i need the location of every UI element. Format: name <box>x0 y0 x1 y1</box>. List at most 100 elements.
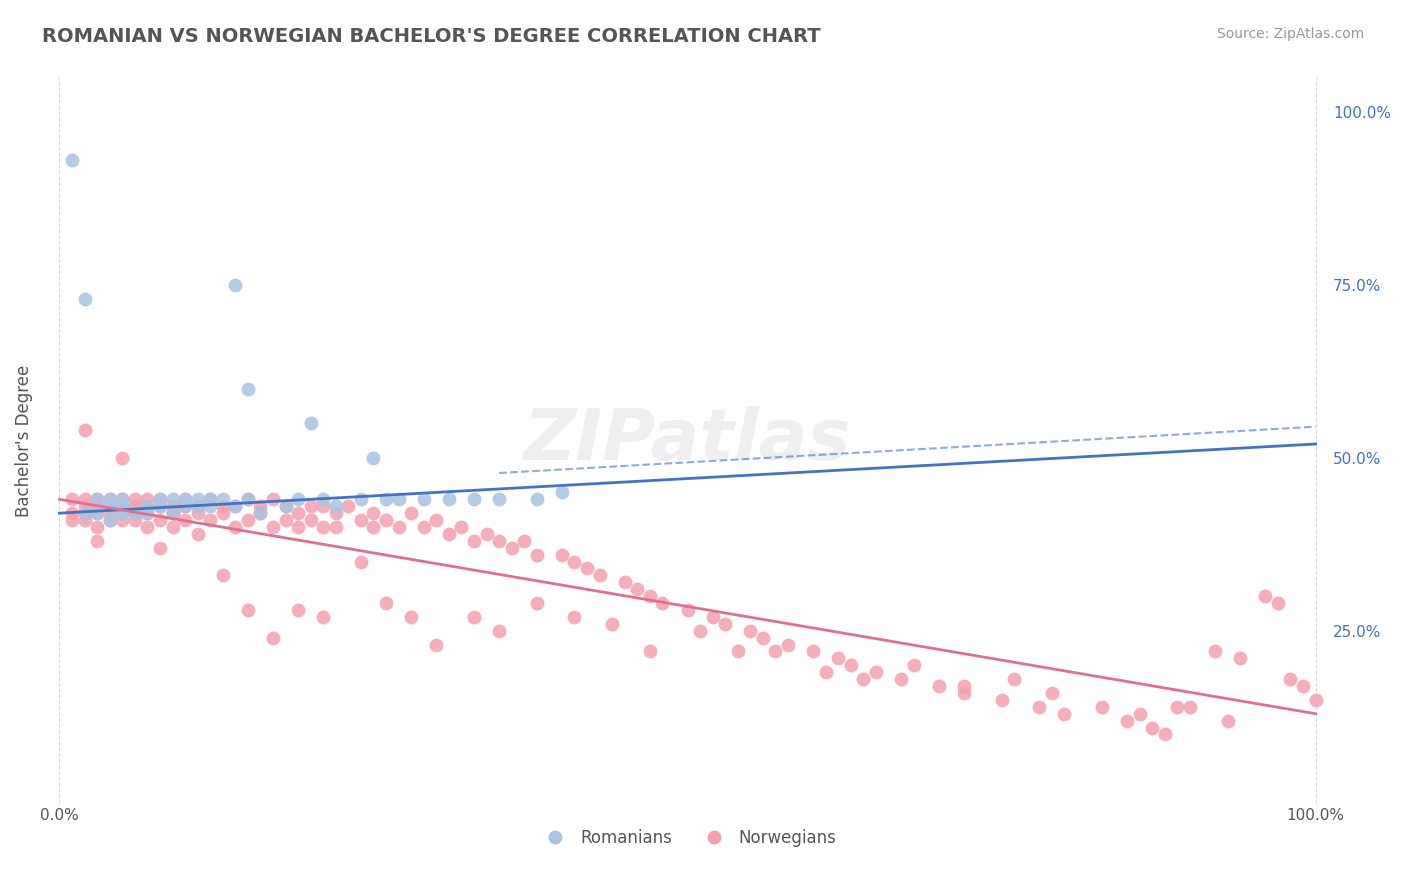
Norwegians <box>312 500 335 514</box>
Romanians <box>98 500 121 514</box>
Norwegians <box>236 492 259 507</box>
Norwegians <box>287 520 309 534</box>
Romanians <box>299 416 322 430</box>
Norwegians <box>412 520 434 534</box>
Norwegians <box>1166 699 1188 714</box>
Norwegians <box>1028 699 1050 714</box>
Norwegians <box>1153 727 1175 741</box>
Romanians <box>551 485 574 500</box>
Norwegians <box>73 423 96 437</box>
Norwegians <box>1229 651 1251 665</box>
Norwegians <box>73 492 96 507</box>
Norwegians <box>325 520 347 534</box>
Norwegians <box>890 672 912 686</box>
Romanians <box>236 492 259 507</box>
Norwegians <box>174 500 197 514</box>
Norwegians <box>149 541 172 555</box>
Norwegians <box>928 679 950 693</box>
Text: ROMANIAN VS NORWEGIAN BACHELOR'S DEGREE CORRELATION CHART: ROMANIAN VS NORWEGIAN BACHELOR'S DEGREE … <box>42 27 821 45</box>
Text: Source: ZipAtlas.com: Source: ZipAtlas.com <box>1216 27 1364 41</box>
Norwegians <box>526 596 548 610</box>
Norwegians <box>651 596 673 610</box>
Norwegians <box>136 506 159 520</box>
Norwegians <box>198 513 221 527</box>
Romanians <box>86 506 108 520</box>
Norwegians <box>1204 644 1226 658</box>
Norwegians <box>262 492 284 507</box>
Norwegians <box>776 638 799 652</box>
Romanians <box>412 492 434 507</box>
Norwegians <box>638 589 661 603</box>
Norwegians <box>287 506 309 520</box>
Romanians <box>224 500 246 514</box>
Romanians <box>187 492 209 507</box>
Norwegians <box>162 506 184 520</box>
Romanians <box>224 277 246 292</box>
Norwegians <box>425 513 447 527</box>
Norwegians <box>136 492 159 507</box>
Norwegians <box>224 500 246 514</box>
Norwegians <box>149 500 172 514</box>
Norwegians <box>86 492 108 507</box>
Norwegians <box>312 520 335 534</box>
Norwegians <box>111 492 134 507</box>
Norwegians <box>564 610 586 624</box>
Romanians <box>388 492 411 507</box>
Romanians <box>111 500 134 514</box>
Norwegians <box>124 492 146 507</box>
Norwegians <box>136 520 159 534</box>
Norwegians <box>1292 679 1315 693</box>
Romanians <box>86 492 108 507</box>
Romanians <box>136 506 159 520</box>
Norwegians <box>375 596 398 610</box>
Romanians <box>124 506 146 520</box>
Norwegians <box>626 582 648 597</box>
Norwegians <box>425 638 447 652</box>
Romanians <box>149 500 172 514</box>
Norwegians <box>111 450 134 465</box>
Romanians <box>249 506 271 520</box>
Romanians <box>211 492 233 507</box>
Romanians <box>187 500 209 514</box>
Norwegians <box>953 686 976 700</box>
Norwegians <box>211 500 233 514</box>
Romanians <box>111 492 134 507</box>
Norwegians <box>1116 714 1139 728</box>
Norwegians <box>765 644 787 658</box>
Romanians <box>325 500 347 514</box>
Norwegians <box>1142 721 1164 735</box>
Norwegians <box>287 603 309 617</box>
Norwegians <box>162 520 184 534</box>
Norwegians <box>187 527 209 541</box>
Norwegians <box>299 500 322 514</box>
Romanians <box>236 382 259 396</box>
Romanians <box>198 500 221 514</box>
Norwegians <box>312 610 335 624</box>
Romanians <box>437 492 460 507</box>
Norwegians <box>375 513 398 527</box>
Norwegians <box>488 624 510 638</box>
Romanians <box>526 492 548 507</box>
Norwegians <box>513 533 536 548</box>
Norwegians <box>600 616 623 631</box>
Norwegians <box>1267 596 1289 610</box>
Romanians <box>375 492 398 507</box>
Romanians <box>136 500 159 514</box>
Norwegians <box>111 500 134 514</box>
Norwegians <box>274 500 297 514</box>
Norwegians <box>463 533 485 548</box>
Norwegians <box>73 513 96 527</box>
Romanians <box>312 492 335 507</box>
Norwegians <box>475 527 498 541</box>
Romanians <box>174 492 197 507</box>
Norwegians <box>488 533 510 548</box>
Romanians <box>111 500 134 514</box>
Norwegians <box>1040 686 1063 700</box>
Norwegians <box>363 506 385 520</box>
Romanians <box>274 500 297 514</box>
Norwegians <box>613 575 636 590</box>
Norwegians <box>801 644 824 658</box>
Norwegians <box>1254 589 1277 603</box>
Norwegians <box>162 500 184 514</box>
Romanians <box>287 492 309 507</box>
